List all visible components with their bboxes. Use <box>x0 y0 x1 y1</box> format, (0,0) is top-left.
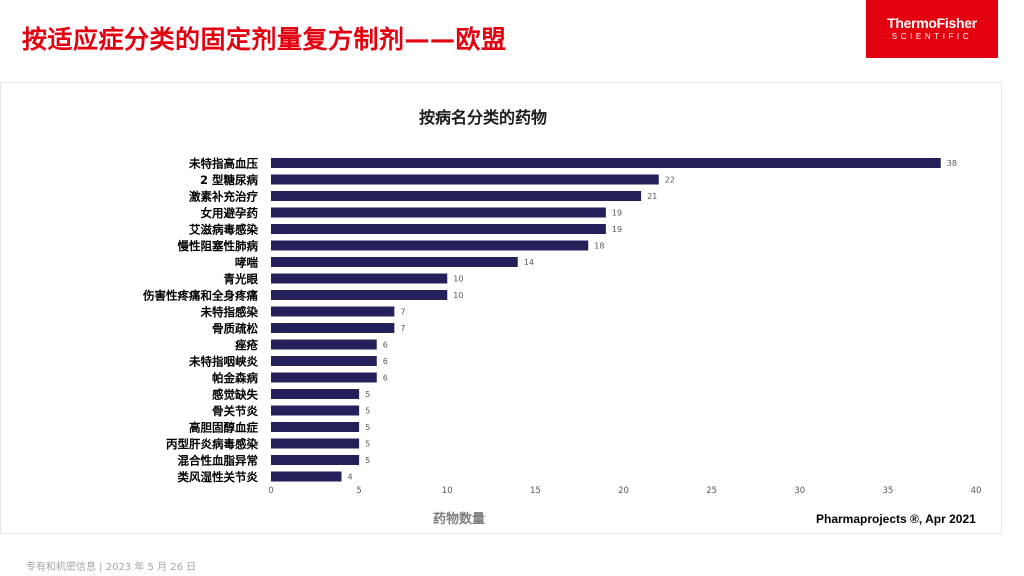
category-label: 慢性阻塞性肺病 <box>178 239 259 253</box>
bar <box>271 455 360 465</box>
bar <box>271 372 377 383</box>
bar <box>271 240 589 251</box>
thermo-fisher-logo: ThermoFisher SCIENTIFIC <box>866 0 998 58</box>
x-tick-label: 25 <box>706 486 717 496</box>
category-label: 帕金森病 <box>212 371 258 385</box>
bar-value-label: 19 <box>612 209 622 218</box>
bar-value-label: 22 <box>665 176 675 185</box>
bar-value-label: 7 <box>400 324 405 333</box>
bar-value-label: 18 <box>594 242 604 251</box>
bar-value-label: 14 <box>524 258 534 267</box>
category-label: 丙型肝炎病毒感染 <box>166 437 258 451</box>
category-label: 类风湿性关节炎 <box>178 470 259 484</box>
category-label: 混合性血脂异常 <box>178 454 259 468</box>
x-tick-label: 0 <box>268 486 273 496</box>
bar <box>271 471 342 482</box>
bar-value-label: 21 <box>647 192 657 201</box>
bar <box>271 389 360 399</box>
bar-value-label: 7 <box>400 308 405 317</box>
chart-title: 按病名分类的药物 <box>419 108 547 127</box>
bar-value-label: 19 <box>612 225 622 234</box>
bar <box>271 224 606 234</box>
bar <box>271 290 448 300</box>
bar <box>271 273 448 284</box>
slide-title: 按适应症分类的固定剂量复方制剂——欧盟 <box>22 25 507 54</box>
x-tick-label: 15 <box>530 486 541 496</box>
category-label: 感觉缺失 <box>212 388 258 402</box>
category-label: 骨关节炎 <box>212 404 258 418</box>
bar <box>271 323 395 333</box>
bar-value-label: 5 <box>365 440 370 449</box>
bar <box>271 438 360 449</box>
x-axis-ticks: 0 5 10 15 20 25 30 35 40 <box>268 486 981 496</box>
category-label: 伤害性疼痛和全身疼痛 <box>142 289 258 303</box>
x-tick-label: 40 <box>971 486 982 496</box>
bar-chart: 按病名分类的药物 未特指高血压 38 2 型糖尿病 22 激素补充治疗 21 女用避孕药 19… <box>142 108 981 527</box>
x-tick-label: 10 <box>442 486 453 496</box>
bar-value-label: 10 <box>453 291 463 300</box>
category-label: 哮喘 <box>235 256 258 270</box>
category-label: 激素补充治疗 <box>189 190 258 204</box>
bar <box>271 422 360 432</box>
bar <box>271 306 395 317</box>
bar-value-label: 6 <box>383 341 388 350</box>
bar <box>271 207 606 218</box>
category-label: 未特指咽峡炎 <box>188 355 258 369</box>
x-tick-label: 35 <box>882 486 893 496</box>
chart-panel: 按病名分类的药物 未特指高血压 38 2 型糖尿病 22 激素补充治疗 21 女用避孕药 19… <box>0 82 1002 534</box>
category-label: 高胆固醇血症 <box>189 421 258 435</box>
logo-subtitle: SCIENTIFIC <box>891 32 973 41</box>
bar <box>271 405 360 416</box>
x-axis-label: 药物数量 <box>433 511 485 527</box>
logo-wordmark: ThermoFisher <box>887 15 977 31</box>
bar <box>271 356 377 366</box>
category-label: 骨质疏松 <box>212 322 258 336</box>
bar <box>271 339 377 350</box>
category-label: 痤疮 <box>235 338 258 352</box>
x-tick-label: 20 <box>618 486 629 496</box>
bar-value-label: 4 <box>348 473 353 482</box>
bar-value-label: 6 <box>383 374 388 383</box>
x-tick-label: 5 <box>356 486 361 496</box>
x-tick-label: 30 <box>794 486 805 496</box>
bar-value-label: 6 <box>383 357 388 366</box>
bars-group: 未特指高血压 38 2 型糖尿病 22 激素补充治疗 21 女用避孕药 19 艾滋病毒感染 19 慢… <box>142 157 957 485</box>
bar-value-label: 10 <box>453 275 463 284</box>
bar <box>271 174 659 185</box>
bar-value-label: 5 <box>365 407 370 416</box>
bar <box>271 191 642 201</box>
category-label: 未特指高血压 <box>188 157 258 171</box>
category-label: 女用避孕药 <box>201 206 259 220</box>
footer-confidential: 专有和机密信息 | 2023 年 5 月 26 日 <box>26 562 197 573</box>
bar-value-label: 5 <box>365 423 370 432</box>
category-label: 未特指感染 <box>200 305 259 319</box>
bar-value-label: 5 <box>365 456 370 465</box>
bar <box>271 158 941 168</box>
source-note: Pharmaprojects ®, Apr 2021 <box>816 512 976 526</box>
bar-value-label: 38 <box>947 159 957 168</box>
bar-value-label: 5 <box>365 390 370 399</box>
category-label: 青光眼 <box>224 272 259 286</box>
category-label: 艾滋病毒感染 <box>189 223 258 237</box>
category-label: 2 型糖尿病 <box>200 173 259 187</box>
bar <box>271 257 518 267</box>
